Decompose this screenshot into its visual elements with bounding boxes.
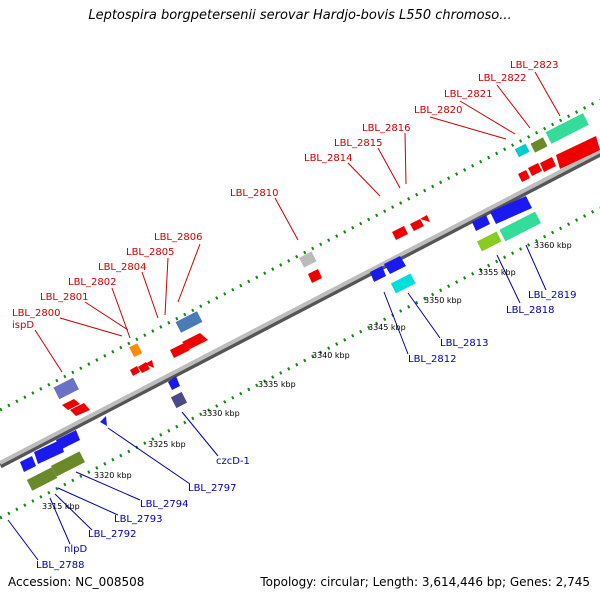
forward-genes — [53, 113, 600, 416]
gene-label[interactable]: LBL_2819 — [528, 290, 576, 301]
tick-label: 3340 kbp — [312, 351, 350, 360]
accession-text: Accession: NC_008508 — [8, 575, 145, 589]
gene-lbl-2794[interactable] — [100, 416, 107, 426]
gene-lbl-2814[interactable] — [392, 215, 430, 240]
tick-label: 3345 kbp — [368, 323, 406, 332]
tick-label: 3320 kbp — [94, 471, 132, 480]
lower-tick-rail — [0, 206, 600, 520]
gene-lbl-2818[interactable] — [472, 196, 532, 231]
gene-lbl-2810-b[interactable] — [308, 269, 322, 283]
gene-label[interactable]: LBL_2788 — [36, 560, 84, 571]
gene-lbl-2813[interactable] — [390, 273, 416, 294]
gene-label[interactable]: LBL_2814 — [304, 153, 352, 164]
tick-label: 3355 kbp — [478, 268, 516, 277]
upper-tick-rail — [0, 98, 600, 412]
gene-lbl-2801[interactable] — [130, 360, 154, 376]
bottom-leader-lines — [7, 244, 547, 561]
tick-label: 3325 kbp — [148, 440, 186, 449]
gene-label[interactable]: LBL_2793 — [114, 514, 162, 525]
gene-lbl-2792[interactable] — [51, 451, 85, 477]
gene-nlpd[interactable] — [26, 467, 58, 491]
gene-lbl-2821[interactable] — [530, 137, 548, 153]
gene-lbl-2822[interactable] — [518, 136, 600, 182]
reverse-genes — [20, 196, 541, 491]
gene-lbl-2819[interactable] — [499, 211, 541, 242]
gene-lbl-2806[interactable] — [175, 311, 203, 333]
gene-label[interactable]: LBL_2794 — [140, 499, 188, 510]
gene-lbl-2812[interactable] — [370, 256, 406, 282]
gene-label[interactable]: LBL_2813 — [440, 338, 488, 349]
gene-lbl-2810[interactable] — [299, 251, 317, 268]
gene-label[interactable]: LBL_2810 — [230, 188, 278, 199]
gene-lbl-2820[interactable] — [514, 143, 530, 158]
gene-lbl-2797[interactable] — [168, 376, 180, 390]
gene-lbl-2804[interactable] — [170, 333, 208, 358]
gene-lbl-2823[interactable] — [545, 113, 589, 144]
gene-lbl-2802[interactable] — [129, 343, 143, 358]
gene-label[interactable]: LBL_2802 — [68, 277, 116, 288]
map-title: Leptospira borgpetersenii serovar Hardjo… — [88, 8, 512, 23]
gene-label[interactable]: LBL_2821 — [444, 89, 492, 100]
tick-label: 3360 kbp — [534, 241, 572, 250]
genome-summary-text: Topology: circular; Length: 3,614,446 bp… — [260, 575, 590, 589]
gene-label[interactable]: czcD-1 — [216, 456, 250, 467]
gene-label[interactable]: LBL_2800 — [12, 308, 60, 319]
gene-label[interactable]: LBL_2815 — [334, 138, 382, 149]
gene-label[interactable]: LBL_2801 — [40, 292, 88, 303]
top-leader-lines — [34, 71, 561, 373]
tick-labels: 3315 kbp 3320 kbp 3325 kbp 3330 kbp 3335… — [42, 241, 572, 511]
tick-label: 3335 kbp — [258, 380, 296, 389]
top-gene-labels: ispD LBL_2800 LBL_2801 LBL_2802 LBL_2804… — [12, 60, 558, 331]
gene-label[interactable]: LBL_2818 — [506, 305, 554, 316]
gene-label[interactable]: LBL_2812 — [408, 354, 456, 365]
gene-ispd[interactable] — [62, 399, 90, 416]
gene-lbl-2788[interactable] — [20, 430, 80, 472]
bottom-gene-labels: LBL_2788 nlpD LBL_2792 LBL_2793 LBL_2794… — [36, 290, 576, 571]
gene-label[interactable]: nlpD — [64, 544, 87, 555]
gene-label[interactable]: ispD — [12, 320, 34, 331]
gene-label[interactable]: LBL_2804 — [98, 262, 146, 273]
gene-label[interactable]: LBL_2805 — [126, 247, 174, 258]
gene-label[interactable]: LBL_2823 — [510, 60, 558, 71]
gene-label[interactable]: LBL_2797 — [188, 483, 236, 494]
gene-label[interactable]: LBL_2822 — [478, 73, 526, 84]
gene-czcd-1[interactable] — [170, 391, 188, 409]
tick-label: 3315 kbp — [42, 502, 80, 511]
chromosome-backbone — [0, 149, 600, 465]
tick-label: 3330 kbp — [202, 409, 240, 418]
gene-label[interactable]: LBL_2792 — [88, 529, 136, 540]
tick-label: 3350 kbp — [424, 296, 462, 305]
gene-lbl-2818-b[interactable] — [476, 231, 502, 252]
gene-label[interactable]: LBL_2806 — [154, 232, 202, 243]
gene-lbl-2800[interactable] — [53, 377, 79, 400]
gene-label[interactable]: LBL_2820 — [414, 105, 462, 116]
gene-label[interactable]: LBL_2816 — [362, 123, 410, 134]
